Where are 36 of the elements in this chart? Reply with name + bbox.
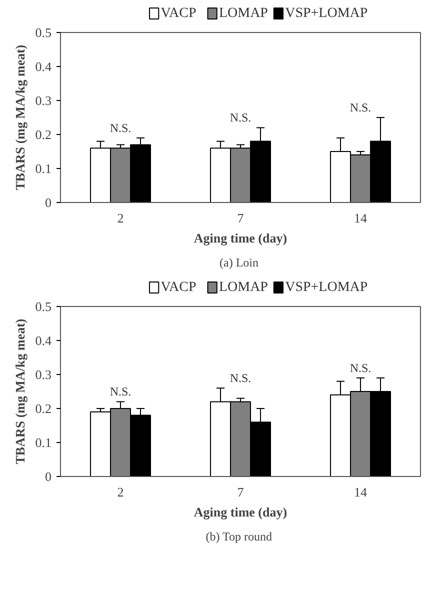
y-tick-label: 0.5 [35,299,52,314]
annotation: N.S. [110,384,132,399]
x-tick-label: 14 [354,484,368,500]
annotation: N.S. [230,371,252,386]
y-tick-label: 0.3 [35,93,52,108]
annotation: N.S. [110,120,132,135]
y-tick-label: 0.2 [35,401,52,416]
x-axis-title: Aging time (day) [194,230,288,246]
legend-label: LOMAP [218,280,268,295]
y-tick-label: 0.5 [35,25,52,40]
y-tick-label: 0.4 [35,59,52,74]
x-axis-title: Aging time (day) [194,504,288,520]
legend-label: VACP [160,280,196,295]
legend-label: VSP+LOMAP [285,6,368,21]
text: (b) Top round [206,530,272,544]
y-tick-label: 0 [45,195,52,210]
y-tick-label: 0.3 [35,367,52,382]
x-tick-label: 2 [117,210,124,226]
y-axis-title: TBARS (mg MA/kg meat) [12,318,28,464]
y-tick-label: 0.1 [35,161,52,176]
legend-label: VSP+LOMAP [285,280,368,295]
legend-label: VACP [160,6,196,21]
legend-label: LOMAP [218,6,268,21]
x-tick-label: 7 [237,484,244,500]
x-tick-label: 2 [117,484,124,500]
y-tick-label: 0.1 [35,435,52,450]
text: (a) Loin [220,256,258,270]
x-tick-label: 7 [237,210,244,226]
y-tick-label: 0.4 [35,333,52,348]
y-tick-label: 0 [45,469,52,484]
y-tick-label: 0.2 [35,127,52,142]
annotation: N.S. [350,360,372,375]
annotation: N.S. [230,110,252,125]
y-axis-title: TBARS (mg MA/kg meat) [12,44,28,190]
annotation: N.S. [350,100,372,114]
x-tick-label: 14 [354,210,368,226]
